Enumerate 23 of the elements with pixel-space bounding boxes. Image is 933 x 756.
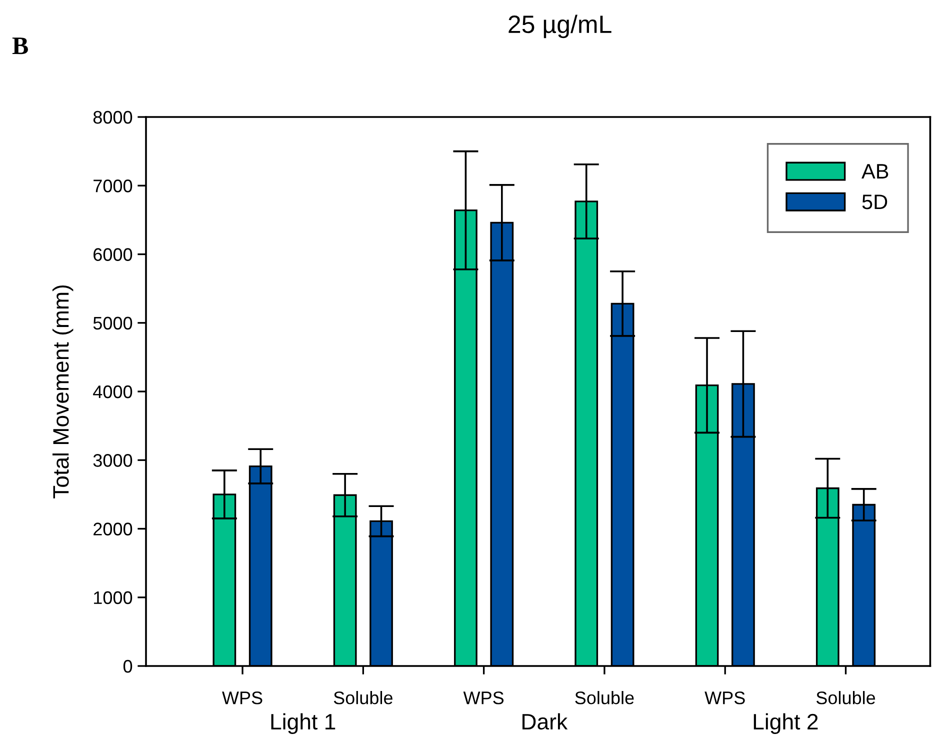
text: B <box>12 38 28 54</box>
legend-label: AB <box>862 164 888 178</box>
y-tick-label: 3000 <box>93 454 132 467</box>
y-tick-label: 5000 <box>93 316 132 330</box>
y-tick-label: 8000 <box>93 110 132 124</box>
x-tick-label: WPS <box>704 691 745 704</box>
y-tick-label: 0 <box>123 660 132 673</box>
y-tick-label: 4000 <box>93 385 132 398</box>
x-tick-label: WPS <box>222 691 262 704</box>
y-tick-label: 1000 <box>94 591 132 604</box>
y-tick-label: 7000 <box>94 180 132 192</box>
y-tick-label: 6000 <box>94 248 132 261</box>
legend-label: 5D <box>862 194 888 210</box>
chart-title: 25 µg/mL <box>508 14 612 38</box>
y-tick-label: 2000 <box>94 522 132 536</box>
text: Dark <box>522 713 568 730</box>
text: Light 1 <box>271 713 336 734</box>
text: Light 2 <box>754 713 818 734</box>
y-axis-title: Total Movement (mm) <box>52 285 74 498</box>
x-tick-label: Soluble <box>816 691 876 704</box>
x-tick-label: WPS <box>463 691 504 704</box>
x-tick-label: Soluble <box>575 691 634 704</box>
x-tick-label: Soluble <box>334 691 392 704</box>
